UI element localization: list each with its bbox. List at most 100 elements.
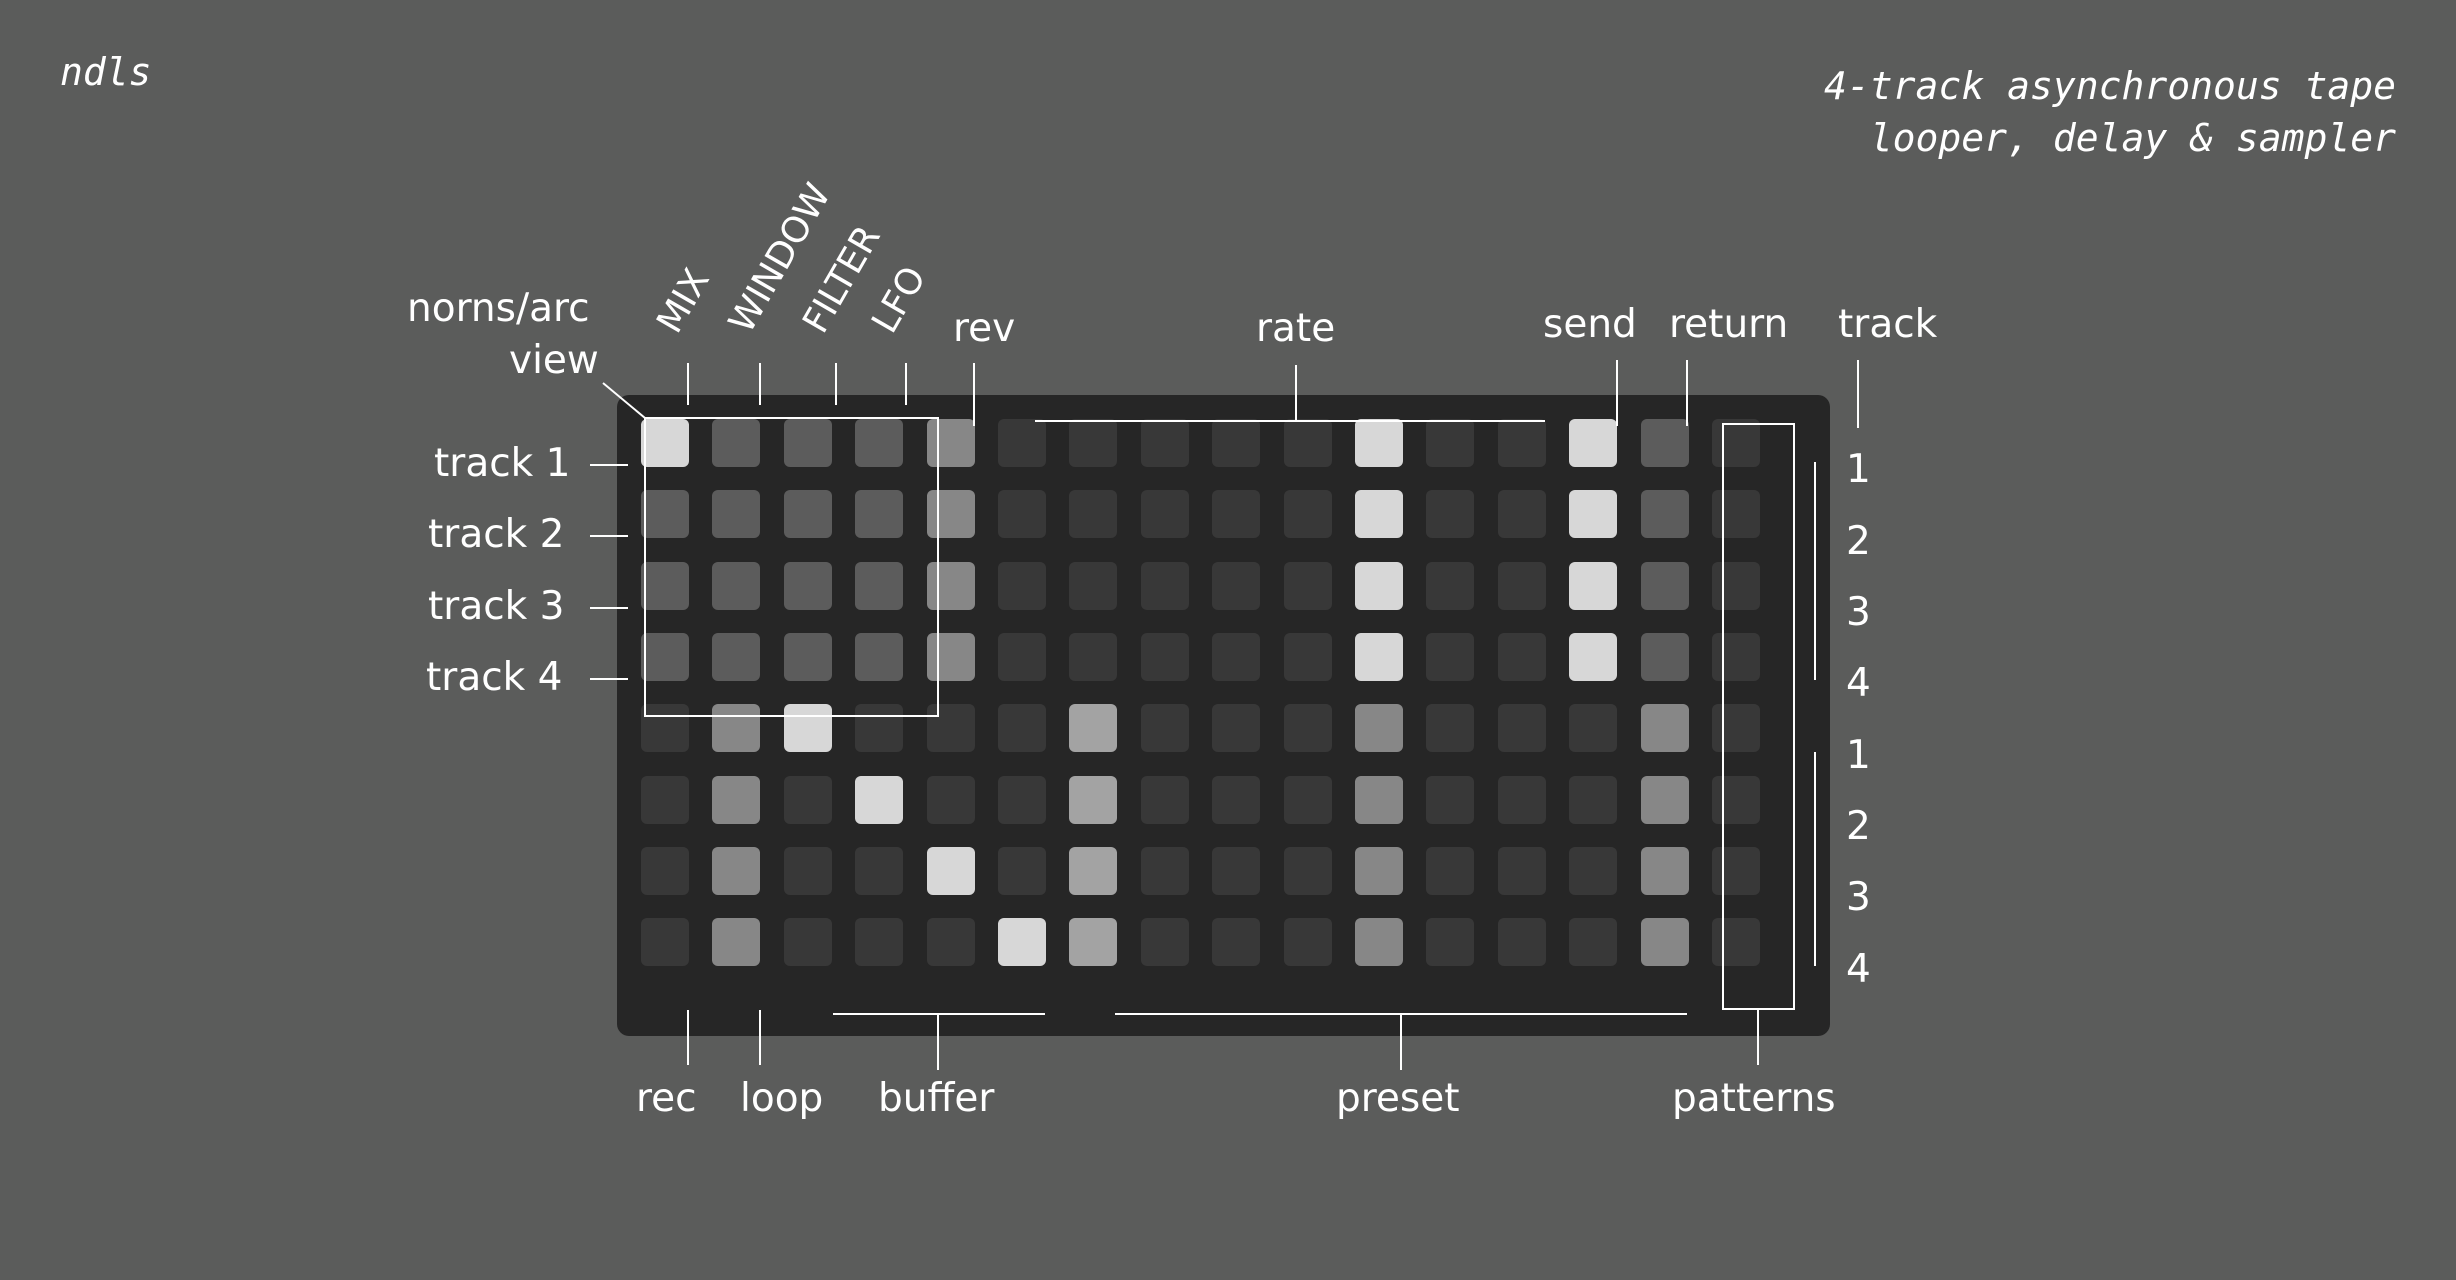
grid-key-r5-c13[interactable]	[1497, 704, 1546, 753]
grid-key-r3-c2[interactable]	[712, 561, 761, 610]
grid-key-r8-c4[interactable]	[855, 918, 904, 967]
grid-key-r3-c6[interactable]	[998, 561, 1046, 610]
grid-key-r6-c13[interactable]	[1497, 775, 1546, 824]
grid-key-r1-c8[interactable]	[1140, 419, 1189, 467]
grid-key-r2-c10[interactable]	[1283, 490, 1332, 539]
grid-key-r7-c16[interactable]	[1712, 846, 1760, 895]
grid-key-r3-c16[interactable]	[1712, 561, 1760, 610]
grid-key-r8-c11[interactable]	[1355, 918, 1403, 967]
grid-key-r8-c15[interactable]	[1640, 918, 1689, 967]
grid-key-r6-c12[interactable]	[1426, 775, 1475, 824]
grid-key-r2-c5[interactable]	[926, 490, 975, 539]
grid-key-r2-c11[interactable]	[1355, 490, 1403, 539]
grid-key-r1-c4[interactable]	[855, 419, 904, 467]
grid-key-r3-c7[interactable]	[1069, 561, 1118, 610]
grid-key-r4-c10[interactable]	[1283, 632, 1332, 681]
grid-key-r2-c7[interactable]	[1069, 490, 1118, 539]
grid-key-r3-c13[interactable]	[1497, 561, 1546, 610]
grid-key-r3-c4[interactable]	[855, 561, 904, 610]
grid-key-r2-c14[interactable]	[1569, 490, 1618, 539]
grid-key-r6-c15[interactable]	[1640, 775, 1689, 824]
grid-key-r7-c3[interactable]	[783, 846, 832, 895]
grid-key-r8-c2[interactable]	[712, 918, 761, 967]
grid-key-r8-c13[interactable]	[1497, 918, 1546, 967]
grid-key-r5-c11[interactable]	[1355, 704, 1403, 753]
grid-key-r2-c12[interactable]	[1426, 490, 1475, 539]
grid-key-r7-c6[interactable]	[998, 846, 1046, 895]
grid-key-r1-c5[interactable]	[926, 419, 975, 467]
grid-key-r2-c13[interactable]	[1497, 490, 1546, 539]
grid-key-r2-c3[interactable]	[783, 490, 832, 539]
grid-key-r8-c9[interactable]	[1212, 918, 1261, 967]
grid-key-r5-c6[interactable]	[998, 704, 1046, 753]
grid-key-r2-c6[interactable]	[998, 490, 1046, 539]
grid-key-r6-c16[interactable]	[1712, 775, 1760, 824]
grid-key-r2-c4[interactable]	[855, 490, 904, 539]
grid-key-r8-c7[interactable]	[1069, 918, 1118, 967]
grid-key-r6-c5[interactable]	[926, 775, 975, 824]
grid-key-r8-c1[interactable]	[641, 918, 689, 967]
grid-key-r1-c1[interactable]	[641, 419, 689, 467]
grid-key-r7-c14[interactable]	[1569, 846, 1618, 895]
grid-key-r7-c15[interactable]	[1640, 846, 1689, 895]
grid-key-r6-c7[interactable]	[1069, 775, 1118, 824]
grid-key-r7-c11[interactable]	[1355, 846, 1403, 895]
grid-key-r1-c13[interactable]	[1497, 419, 1546, 467]
grid-key-r3-c3[interactable]	[783, 561, 832, 610]
grid-key-r3-c8[interactable]	[1140, 561, 1189, 610]
grid-key-r1-c3[interactable]	[783, 419, 832, 467]
grid-key-r5-c7[interactable]	[1069, 704, 1118, 753]
grid-key-r3-c12[interactable]	[1426, 561, 1475, 610]
grid-key-r7-c1[interactable]	[641, 846, 689, 895]
grid-key-r1-c9[interactable]	[1212, 419, 1261, 467]
grid-key-r6-c11[interactable]	[1355, 775, 1403, 824]
grid-key-r8-c12[interactable]	[1426, 918, 1475, 967]
grid-key-r5-c10[interactable]	[1283, 704, 1332, 753]
grid-key-r6-c14[interactable]	[1569, 775, 1618, 824]
grid-key-r3-c15[interactable]	[1640, 561, 1689, 610]
grid-key-r7-c9[interactable]	[1212, 846, 1261, 895]
grid-key-r6-c3[interactable]	[783, 775, 832, 824]
grid-key-r6-c10[interactable]	[1283, 775, 1332, 824]
grid-key-r4-c14[interactable]	[1569, 632, 1618, 681]
grid-key-r8-c5[interactable]	[926, 918, 975, 967]
grid-key-r5-c14[interactable]	[1569, 704, 1618, 753]
grid-key-r7-c2[interactable]	[712, 846, 761, 895]
grid-key-r3-c1[interactable]	[641, 561, 689, 610]
grid-key-r1-c12[interactable]	[1426, 419, 1475, 467]
grid-key-r4-c9[interactable]	[1212, 632, 1261, 681]
grid-key-r4-c5[interactable]	[926, 632, 975, 681]
grid-key-r5-c5[interactable]	[926, 704, 975, 753]
grid-key-r1-c11[interactable]	[1355, 419, 1403, 467]
grid-key-r3-c14[interactable]	[1569, 561, 1618, 610]
grid-key-r2-c15[interactable]	[1640, 490, 1689, 539]
grid-key-r4-c3[interactable]	[783, 632, 832, 681]
grid-key-r1-c10[interactable]	[1283, 419, 1332, 467]
grid-key-r8-c16[interactable]	[1712, 918, 1760, 967]
grid-key-r7-c10[interactable]	[1283, 846, 1332, 895]
grid-key-r7-c8[interactable]	[1140, 846, 1189, 895]
grid-key-r4-c11[interactable]	[1355, 632, 1403, 681]
grid-key-r8-c10[interactable]	[1283, 918, 1332, 967]
grid-key-r6-c1[interactable]	[641, 775, 689, 824]
grid-key-r7-c5[interactable]	[926, 846, 975, 895]
grid-key-r2-c1[interactable]	[641, 490, 689, 539]
grid-key-r6-c4[interactable]	[855, 775, 904, 824]
grid-key-r3-c11[interactable]	[1355, 561, 1403, 610]
grid-key-r3-c9[interactable]	[1212, 561, 1261, 610]
grid-key-r1-c16[interactable]	[1712, 419, 1760, 467]
grid-key-r5-c3[interactable]	[783, 704, 832, 753]
grid-key-r4-c8[interactable]	[1140, 632, 1189, 681]
grid-key-r5-c15[interactable]	[1640, 704, 1689, 753]
grid-key-r7-c12[interactable]	[1426, 846, 1475, 895]
grid-key-r2-c16[interactable]	[1712, 490, 1760, 539]
grid-key-r4-c15[interactable]	[1640, 632, 1689, 681]
grid-key-r3-c5[interactable]	[926, 561, 975, 610]
grid-key-r6-c6[interactable]	[998, 775, 1046, 824]
grid-key-r1-c6[interactable]	[998, 419, 1046, 467]
grid-key-r4-c1[interactable]	[641, 632, 689, 681]
grid-key-r1-c14[interactable]	[1569, 419, 1618, 467]
grid-key-r4-c7[interactable]	[1069, 632, 1118, 681]
grid-key-r5-c4[interactable]	[855, 704, 904, 753]
grid-key-r1-c15[interactable]	[1640, 419, 1689, 467]
